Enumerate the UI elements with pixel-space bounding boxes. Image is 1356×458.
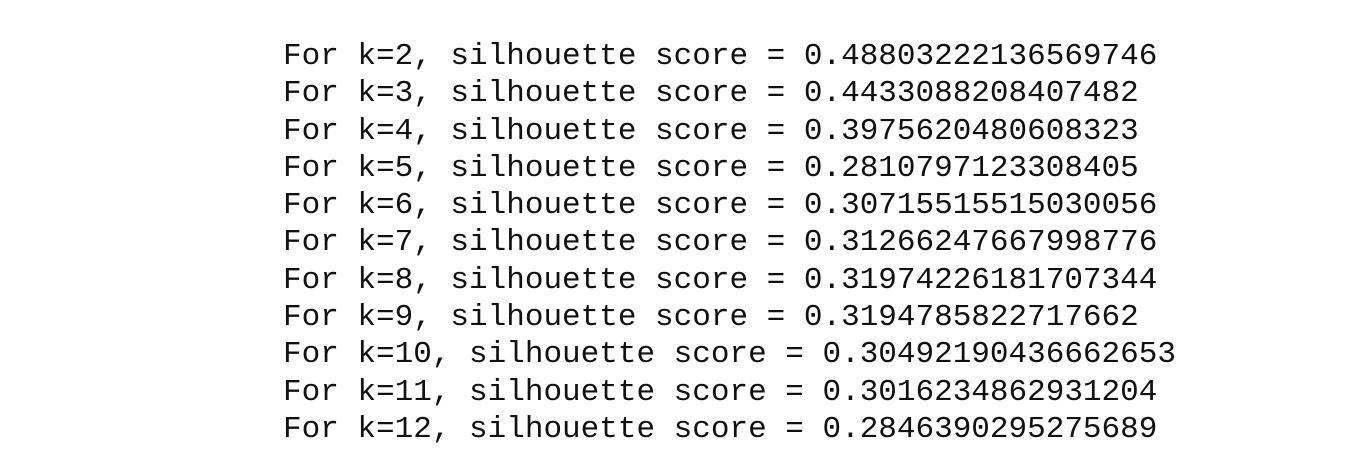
output-line: For k=8, silhouette score = 0.3197422618… [283,262,1158,298]
output-line: For k=11, silhouette score = 0.301623486… [283,374,1158,410]
output-line: For k=4, silhouette score = 0.3975620480… [283,113,1139,149]
output-line: For k=12, silhouette score = 0.284639029… [283,411,1158,447]
output-line: For k=10, silhouette score = 0.304921904… [283,337,1176,373]
output-line: For k=6, silhouette score = 0.3071551551… [283,188,1158,224]
output-line: For k=3, silhouette score = 0.4433088208… [283,76,1139,112]
output-line: For k=5, silhouette score = 0.2810797123… [283,150,1139,186]
output-line: For k=7, silhouette score = 0.3126624766… [283,225,1158,261]
output-line: For k=2, silhouette score = 0.4880322213… [283,39,1158,74]
console-output: For k=2, silhouette score = 0.4880322213… [283,38,1176,448]
output-line: For k=9, silhouette score = 0.3194785822… [283,300,1139,336]
